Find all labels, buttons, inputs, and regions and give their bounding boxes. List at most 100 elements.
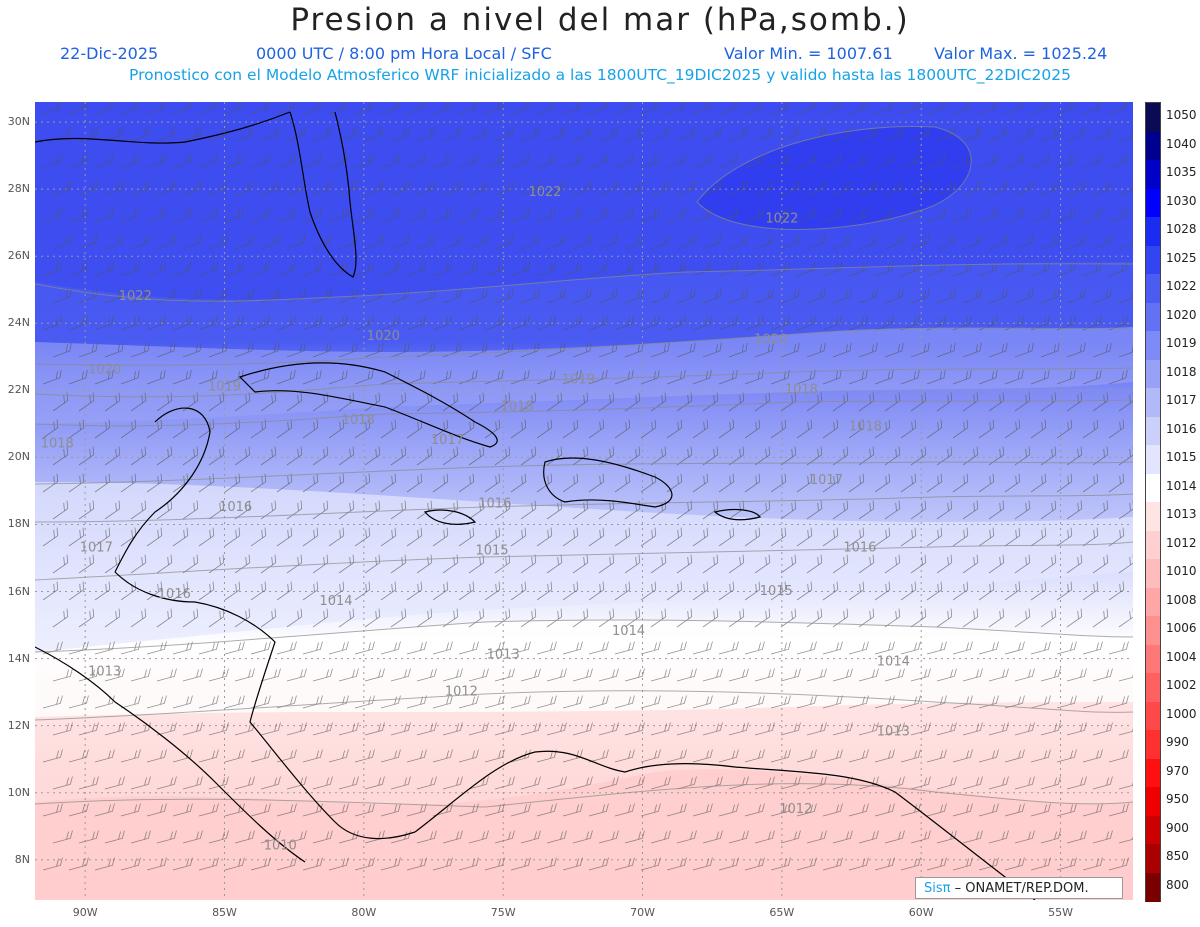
wind-barb bbox=[146, 695, 167, 709]
wind-barb bbox=[572, 554, 589, 574]
wind-barb bbox=[120, 695, 141, 709]
wind-barb bbox=[354, 473, 371, 493]
wind-barb bbox=[936, 722, 957, 736]
wind-barb bbox=[848, 207, 868, 223]
pressure-map[interactable]: 1022 1022 1022 1020 1020 1020 1019 1019 1018 1018… bbox=[35, 102, 1133, 900]
wind-barb bbox=[94, 261, 114, 277]
wind-barb bbox=[900, 153, 920, 169]
min-value: Valor Min. = 1007.61 bbox=[724, 44, 893, 63]
wind-barb bbox=[510, 695, 531, 709]
wind-barb bbox=[822, 369, 842, 385]
wind-barb bbox=[146, 749, 167, 763]
wind-barb bbox=[962, 446, 979, 466]
wind-barb bbox=[796, 473, 813, 493]
wind-barb bbox=[1108, 261, 1128, 277]
wind-barb bbox=[172, 102, 192, 115]
wind-barb bbox=[276, 261, 296, 277]
coastlines bbox=[35, 111, 1036, 900]
wind-barb bbox=[1004, 102, 1024, 115]
wind-barb bbox=[770, 803, 791, 817]
wind-barb bbox=[822, 803, 843, 817]
wind-barb bbox=[770, 102, 790, 115]
wind-barb bbox=[1004, 581, 1021, 601]
wind-barb bbox=[198, 641, 219, 655]
wind-barb bbox=[338, 234, 358, 250]
wind-barb bbox=[494, 126, 514, 142]
wind-barb bbox=[52, 830, 73, 844]
wind-barb bbox=[234, 180, 254, 196]
colorbar-level-label: 1022 bbox=[1166, 279, 1197, 294]
wind-barb bbox=[666, 473, 683, 493]
wind-barb bbox=[796, 261, 816, 277]
wind-barb bbox=[276, 153, 296, 169]
wind-barb bbox=[874, 261, 894, 277]
wind-barb bbox=[962, 288, 982, 304]
wind-barb bbox=[770, 315, 790, 331]
wind-barb bbox=[416, 342, 436, 358]
wind-barb bbox=[1066, 500, 1083, 520]
wind-barb bbox=[676, 722, 697, 736]
wind-barb bbox=[614, 857, 635, 871]
wind-barb bbox=[744, 315, 764, 331]
wind-barb bbox=[68, 695, 89, 709]
wind-barb bbox=[650, 446, 667, 466]
wind-barb bbox=[702, 722, 723, 736]
wind-barb bbox=[286, 234, 306, 250]
colorbar-level-label: 1028 bbox=[1166, 222, 1197, 237]
isobar-label: 1014 bbox=[612, 624, 645, 639]
wind-barb bbox=[728, 554, 745, 574]
wind-barb bbox=[562, 419, 579, 439]
wind-barb bbox=[68, 102, 88, 115]
wind-barb bbox=[640, 581, 657, 601]
wind-barb bbox=[458, 695, 479, 709]
wind-barb bbox=[848, 369, 868, 385]
wind-barb bbox=[510, 261, 530, 277]
wind-barb bbox=[1040, 342, 1060, 358]
wind-barb bbox=[182, 126, 202, 142]
colorbar-level-label: 1008 bbox=[1166, 592, 1197, 607]
wind-barb bbox=[936, 342, 956, 358]
wind-barb bbox=[952, 641, 973, 655]
wind-barb bbox=[1066, 126, 1086, 142]
wind-barb bbox=[1056, 102, 1076, 115]
wind-barb bbox=[442, 446, 459, 466]
colorbar-level-label: 1040 bbox=[1166, 136, 1197, 151]
wind-barb bbox=[458, 102, 478, 115]
colorbar-segment bbox=[1146, 616, 1160, 645]
wind-barb bbox=[666, 695, 687, 709]
wind-barb bbox=[432, 473, 449, 493]
wind-barb bbox=[832, 446, 849, 466]
wind-barb bbox=[884, 126, 904, 142]
colorbar-segment bbox=[1146, 502, 1160, 531]
wind-barb bbox=[900, 749, 921, 763]
wind-barb bbox=[728, 392, 745, 412]
wind-barb bbox=[312, 668, 333, 682]
wind-barb bbox=[1030, 641, 1051, 655]
wind-barb bbox=[338, 180, 358, 196]
wind-barb bbox=[624, 830, 645, 844]
colorbar-segment bbox=[1146, 473, 1160, 503]
latitude-tick-label: 26N bbox=[7, 249, 30, 263]
wind-barb bbox=[1092, 180, 1112, 196]
wind-barb bbox=[754, 342, 774, 358]
wind-barb bbox=[104, 668, 125, 682]
wind-barb bbox=[354, 857, 375, 871]
wind-barb bbox=[1004, 857, 1025, 871]
wind-barb bbox=[42, 803, 63, 817]
wind-barb bbox=[598, 668, 619, 682]
wind-barb bbox=[822, 419, 839, 439]
wind-barb bbox=[510, 473, 527, 493]
wind-barb bbox=[208, 668, 229, 682]
wind-barb bbox=[546, 288, 566, 304]
grid-lines bbox=[35, 102, 1133, 900]
wind-barb bbox=[978, 102, 998, 115]
wind-barb bbox=[198, 527, 215, 547]
wind-barb bbox=[1056, 581, 1073, 601]
wind-barb bbox=[588, 641, 609, 655]
wind-barb bbox=[1030, 527, 1047, 547]
wind-barb bbox=[432, 695, 453, 709]
wind-barb bbox=[250, 207, 270, 223]
wind-barb bbox=[234, 722, 255, 736]
wind-barb bbox=[676, 392, 693, 412]
wind-barb bbox=[468, 608, 485, 628]
